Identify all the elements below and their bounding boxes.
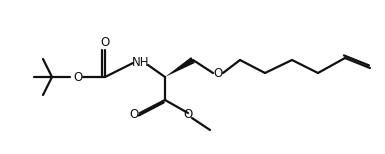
Text: NH: NH [132, 55, 150, 69]
Text: O: O [74, 71, 83, 83]
Text: O: O [213, 67, 223, 79]
Text: O: O [129, 107, 139, 120]
Text: O: O [100, 36, 110, 49]
Text: O: O [183, 107, 192, 120]
Polygon shape [165, 57, 195, 77]
